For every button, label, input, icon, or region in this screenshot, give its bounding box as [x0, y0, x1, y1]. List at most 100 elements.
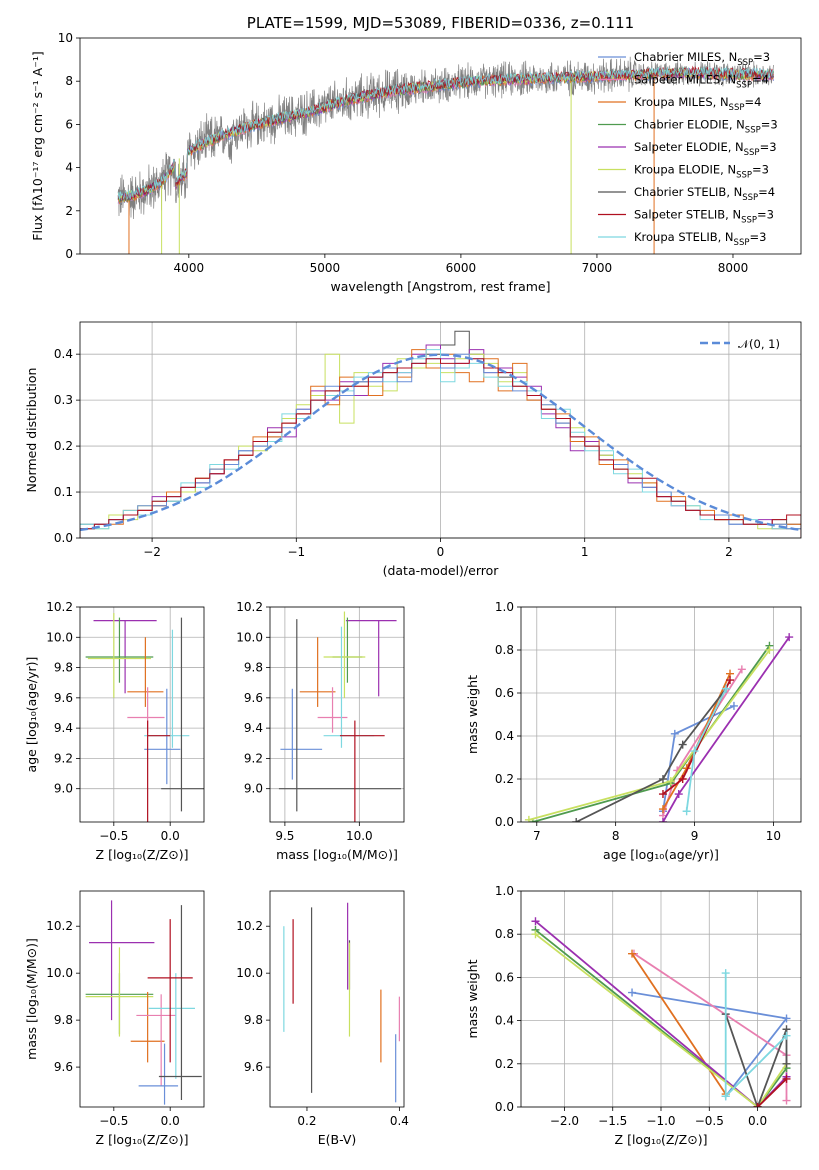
y-tick-label: 0.2	[495, 772, 514, 786]
axes-frame	[79, 606, 205, 823]
x-axis-label: Z [log₁₀(Z/Z⊙)]	[615, 1132, 708, 1147]
axes-frame	[79, 890, 205, 1108]
x-tick-label: −2.0	[550, 1114, 579, 1128]
plot-area	[524, 633, 794, 822]
x-tick-label: 0.0	[748, 1114, 767, 1128]
y-tick-label: 10.2	[46, 919, 73, 933]
x-tick-label: −0.5	[99, 829, 128, 843]
plot-area	[85, 613, 204, 822]
x-tick-label: −1.0	[646, 1114, 675, 1128]
y-tick-label: 0.1	[54, 485, 73, 499]
plus-marker-elodie_salpeter	[674, 790, 683, 799]
y-tick-label: 0.2	[495, 1057, 514, 1071]
y-tick-label: 0.6	[495, 970, 514, 984]
legend-label: Salpeter ELODIE, NSSP=3	[634, 140, 777, 158]
plus-marker-stelib_chabrier	[658, 775, 667, 783]
y-tick-label: 6	[65, 117, 73, 131]
axes-frame	[79, 321, 802, 539]
y-tick-label: 9.2	[244, 751, 263, 765]
y-tick-label: 9.6	[244, 691, 263, 705]
x-axis-label: Z [log₁₀(Z/Z⊙)]	[96, 847, 189, 862]
x-tick-label: 7000	[582, 261, 613, 275]
plot-area	[117, 56, 774, 254]
x-tick-label: −2	[143, 545, 161, 559]
x-tick-label: −1	[287, 545, 305, 559]
y-tick-label: 0.8	[495, 927, 514, 941]
plus-marker-stelib_kroupa	[721, 1092, 730, 1101]
x-axis-label: wavelength [Angstrom, rest frame]	[330, 279, 550, 294]
axes-frame	[269, 606, 405, 823]
y-tick-label: 0.0	[54, 531, 73, 545]
plus-marker-elodie_kroupa	[765, 646, 774, 654]
y-tick-label: 10.0	[46, 630, 73, 644]
chart-title: PLATE=1599, MJD=53089, FIBERID=0336, z=0…	[247, 14, 634, 32]
y-axis-label: Flux [fλ10⁻¹⁷ erg cm⁻² s⁻¹ A⁻¹]	[30, 51, 45, 240]
legend-label: Kroupa STELIB, NSSP=3	[634, 230, 766, 248]
x-axis-label: E(B-V)	[318, 1132, 357, 1147]
x-tick-label: 9	[691, 829, 699, 843]
x-tick-label: 9.5	[275, 829, 294, 843]
x-tick-label: 7	[533, 829, 541, 843]
plus-marker-elodie_kroupa	[531, 930, 540, 939]
x-axis-label: (data-model)/error	[383, 563, 500, 578]
plus-marker-miles_chabrier	[782, 1014, 791, 1023]
x-tick-label: −0.5	[695, 1114, 724, 1128]
y-tick-label: 10	[58, 31, 73, 45]
plus-marker-stelib_salpeter	[658, 790, 667, 799]
plus-marker-miles_chabrier	[729, 701, 738, 710]
x-axis-label: age [log₁₀(age/yr)]	[603, 847, 719, 862]
y-tick-label: 0.8	[495, 643, 514, 657]
y-tick-label: 9.6	[54, 1060, 73, 1074]
y-tick-label: 0.6	[495, 686, 514, 700]
y-tick-label: 9.8	[54, 661, 73, 675]
plus-marker-stelib_salpeter	[726, 676, 735, 685]
y-tick-label: 9.2	[54, 751, 73, 765]
x-tick-label: 0	[437, 545, 445, 559]
weight-line-elodie_kroupa	[528, 649, 771, 821]
mass-weight-vs-age-panel: 7 8 9 10 0.0 0.2 0.4 0.6 0.8 1.0 age [log₁₀(age/yr…	[465, 600, 802, 862]
plus-marker-elodie_salpeter	[531, 917, 540, 926]
plus-marker-stelib_chabrier	[572, 818, 581, 822]
weight-line-elodie_kroupa	[534, 933, 788, 1107]
plus-marker-stelib_kroupa	[782, 1031, 791, 1040]
y-tick-label: 0.2	[54, 439, 73, 453]
plus-marker-miles_salpeter	[782, 1096, 791, 1105]
y-tick-label: 1.0	[495, 884, 514, 898]
x-tick-label: 8	[612, 829, 620, 843]
weight-line-elodie_chabrier	[532, 645, 771, 822]
x-tick-label: 0.2	[297, 1114, 316, 1128]
y-axis-label: age [log₁₀(age/yr)]	[24, 657, 39, 773]
x-tick-label: 0.4	[390, 1114, 409, 1128]
x-tick-label: −1.5	[598, 1114, 627, 1128]
x-tick-label: 6000	[446, 261, 477, 275]
x-tick-label: 1	[581, 545, 589, 559]
observed-spectrum	[117, 56, 774, 220]
y-tick-label: 10.2	[236, 919, 263, 933]
plus-marker-miles_salpeter	[737, 665, 746, 674]
mass-weight-vs-metallicity-panel: −2.0 −1.5 −1.0 −0.5 0.0 0.0 0.2 0.4 0.6 0.8 1.0 Z […	[465, 884, 802, 1147]
normal-curve	[80, 353, 801, 532]
axes-frame	[520, 606, 802, 823]
weight-line-elodie_chabrier	[534, 929, 788, 1107]
y-tick-label: 0	[65, 247, 73, 261]
plus-marker-stelib_chabrier	[678, 740, 687, 749]
age-vs-mass-panel: 9.5 10.0 9.0 9.2 9.4 9.6 9.8 10.0 10.2 mass [log₁…	[236, 600, 405, 862]
weight-line-miles_kroupa	[631, 953, 727, 1095]
weight-line-stelib_salpeter	[756, 1078, 788, 1107]
model-spectrum-stelib_kroupa	[117, 66, 774, 200]
plus-marker-elodie_salpeter	[785, 633, 794, 642]
y-tick-label: 0.3	[54, 393, 73, 407]
y-tick-label: 2	[65, 204, 73, 218]
mass-vs-ebv-panel: 0.2 0.4 9.6 9.8 10.0 10.2 E(B-V)	[236, 890, 409, 1147]
y-tick-label: 10.0	[46, 966, 73, 980]
y-axis-label: Normed distribution	[24, 368, 39, 493]
x-axis-label: mass [log₁₀(M/M⊙)]	[276, 847, 398, 862]
y-tick-label: 1.0	[495, 600, 514, 614]
x-tick-label: 4000	[174, 261, 205, 275]
x-tick-label: 10	[766, 829, 781, 843]
legend-label: Kroupa MILES, NSSP=4	[634, 95, 761, 113]
x-tick-label: −0.5	[99, 1114, 128, 1128]
weight-line-elodie_salpeter	[534, 920, 788, 1107]
y-tick-label: 9.8	[54, 1013, 73, 1027]
plus-marker-miles_kroupa	[658, 805, 667, 814]
